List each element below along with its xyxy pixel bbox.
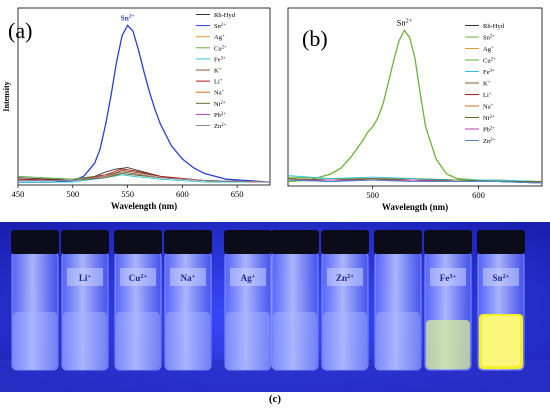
chart-a-legend-label: Rh-Hyd [214, 12, 236, 19]
chart-a-legend-label: Sn2+ [214, 23, 226, 31]
chart-a-legend-label: K+ [214, 67, 222, 75]
chart-b-frame [287, 7, 543, 187]
chart-b-series-Zn2 [287, 179, 543, 184]
vial-1 [11, 230, 59, 371]
chart-a-legend-label: Ag+ [214, 34, 225, 42]
vial-solution [13, 312, 57, 369]
vial-label-tag [230, 268, 266, 286]
chart-b-legend-label: Na+ [483, 103, 494, 111]
vial-cap [477, 230, 525, 254]
chart-a-xtick-label: 500 [66, 189, 79, 199]
chart-panel-a: 450 500 550 600 650 Wavelength (nm) Intensity (… [0, 0, 280, 215]
vial-solution [63, 312, 107, 369]
vial-5: Ag+ [224, 230, 272, 371]
vial-label-tag [430, 268, 466, 286]
chart-b-legend-label: K+ [483, 80, 491, 88]
chart-a-svg: 450 500 550 600 650 Wavelength (nm) Intensity (… [2, 7, 271, 211]
vial-6 [271, 230, 319, 371]
chart-a-legend-label: Cu2+ [214, 45, 227, 53]
chart-a-xtick-label: 650 [231, 189, 244, 199]
vial-cap [164, 230, 212, 254]
vial-3: Cu2+ [114, 230, 162, 371]
vial-8 [374, 230, 422, 371]
vial-7: Zn2+ [321, 230, 369, 371]
chart-b-legend-label: Ag+ [483, 46, 494, 54]
vial-cap [321, 230, 369, 254]
chart-b-series-Fe3 [287, 175, 543, 183]
chart-b-ylabel: Absorbance [280, 76, 281, 117]
chart-a-xtick-label: 550 [121, 189, 134, 199]
vial-label-tag [483, 268, 519, 286]
chart-a-series-Fe3 [18, 174, 270, 183]
chart-a-xlabel: Wavelength (nm) [111, 201, 177, 211]
chart-b-legend-label: Pb2+ [483, 126, 495, 134]
chart-b-legend-label: Sn2+ [483, 34, 495, 42]
vial-label-tag [120, 268, 156, 286]
chart-a-series-group [17, 24, 271, 183]
chart-a-series-Sn2 [18, 24, 271, 183]
chart-a-legend-label: Fe3+ [214, 56, 226, 64]
chart-b-series-group [287, 28, 543, 184]
chart-a-legend-label: Ni2+ [214, 100, 226, 108]
vial-solution [166, 312, 210, 369]
vial-cap [11, 230, 59, 254]
vial-label-tag [170, 268, 206, 286]
vial-solution [273, 312, 317, 369]
vial-label: Sn2+ [493, 273, 510, 284]
chart-b-legend-label: Rh-Hyd [483, 23, 505, 30]
chart-a-panel-label: (a) [8, 18, 32, 43]
vial-cap [424, 230, 472, 254]
vial-cap [224, 230, 272, 254]
chart-b-legend-label: Cu2+ [483, 57, 496, 65]
chart-b-legend-label: Zn2+ [483, 138, 496, 146]
chart-a-legend-label: Na+ [214, 89, 225, 97]
chart-b-svg: 500 600 Wavelength (nm) Absorbance (b) Sn2+ Rh… [272, 7, 543, 212]
vial-9: Fe3+ [424, 230, 472, 371]
vial-label-tag [67, 268, 103, 286]
chart-a-peak-annotation: Sn2+ [121, 13, 135, 22]
vial-photo: Li+ Cu2+ Na+ Ag+ Zn2+ Fe3+ Sn2+ [0, 222, 550, 392]
chart-b-peak-annotation: Sn2+ [397, 17, 413, 27]
vial-label: Zn2+ [336, 273, 354, 284]
chart-b-legend-label: Li+ [483, 92, 492, 100]
chart-a-xtick-label: 600 [176, 189, 189, 199]
chart-b-series-Sn2 [287, 28, 542, 183]
vial-cap [61, 230, 109, 254]
vial-solution [116, 312, 160, 369]
vial-2: Li+ [61, 230, 109, 371]
vial-4: Na+ [164, 230, 212, 371]
vial-label: Cu2+ [129, 273, 148, 284]
vial-solution [226, 312, 270, 369]
chart-b-xlabel: Wavelength (nm) [382, 202, 448, 212]
chart-a-series-Zn2 [18, 171, 271, 183]
vial-solution [376, 312, 420, 369]
chart-b-xtick-label: 500 [366, 190, 379, 200]
vial-solution [323, 312, 367, 369]
vial-cap [374, 230, 422, 254]
vial-photo-svg: Li+ Cu2+ Na+ Ag+ Zn2+ Fe3+ Sn2+ [0, 222, 550, 392]
chart-b-panel-label: (b) [302, 26, 328, 51]
chart-a-legend-label: Pb2+ [214, 111, 226, 119]
chart-b-legend-label: Fe3+ [483, 69, 495, 77]
vial-solution-pale [426, 320, 470, 369]
vial-10: Sn2+ [477, 230, 525, 371]
vial-cap [114, 230, 162, 254]
vial-label: Na+ [181, 273, 196, 284]
chart-b-xtick-label: 600 [472, 190, 485, 200]
chart-a-legend-label: Zn2+ [214, 123, 227, 131]
chart-panel-b: 500 600 Wavelength (nm) Absorbance (b) Sn2+ Rh… [272, 0, 550, 215]
vial-label: Fe3+ [440, 273, 457, 284]
chart-a-ylabel: Intensity [2, 81, 11, 111]
chart-a-legend-label: Li+ [214, 78, 223, 86]
chart-a-frame [17, 7, 271, 186]
vial-solution-glow [482, 316, 520, 366]
vial-label-tag [327, 268, 363, 286]
chart-a-xtick-label: 450 [12, 189, 25, 199]
photo-caption: (c) [268, 393, 282, 405]
vial-label: Ag+ [241, 273, 256, 284]
vial-label: Li+ [79, 273, 92, 284]
vial-cap [271, 230, 319, 254]
chart-b-legend-label: Ni2+ [483, 115, 495, 123]
